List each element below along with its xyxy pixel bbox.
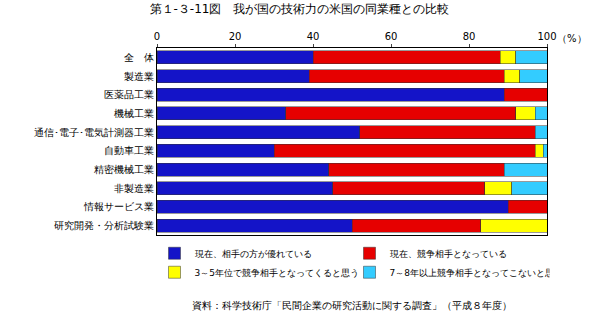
svg-text:第１-３-11図 我が国の技術力の米国の同業種との比較: 第１-３-11図 我が国の技術力の米国の同業種との比較	[150, 2, 450, 16]
svg-text:100: 100	[537, 31, 556, 42]
svg-text:機械工業: 機械工業	[114, 108, 154, 119]
svg-text:情報サービス業: 情報サービス業	[83, 201, 154, 212]
svg-text:（%）: （%）	[557, 33, 587, 44]
svg-text:自動車工業: 自動車工業	[104, 145, 154, 156]
svg-text:精密機械工業: 精密機械工業	[94, 164, 154, 175]
svg-text:通信･電子･電気計測器工業: 通信･電子･電気計測器工業	[34, 127, 154, 138]
svg-text:研究開発・分析試験業: 研究開発・分析試験業	[54, 220, 154, 231]
svg-text:40: 40	[307, 31, 320, 42]
svg-text:現在、相手の方が優れている: 現在、相手の方が優れている	[195, 249, 312, 259]
svg-text:20: 20	[229, 31, 242, 42]
svg-text:80: 80	[463, 31, 476, 42]
svg-text:60: 60	[385, 31, 398, 42]
svg-text:全 体: 全 体	[124, 52, 154, 63]
svg-text:製造業: 製造業	[124, 71, 154, 82]
svg-text:現在、競争相手となっている: 現在、競争相手となっている	[390, 249, 507, 259]
svg-text:非製造業: 非製造業	[114, 183, 154, 194]
svg-text:3～5年位で競争相手となってくると思う: 3～5年位で競争相手となってくると思う	[195, 268, 359, 278]
svg-text:資料：科学技術庁「民間企業の研究活動に関する調査」（平成８年: 資料：科学技術庁「民間企業の研究活動に関する調査」（平成８年度）	[192, 300, 512, 311]
svg-text:0: 0	[154, 31, 160, 42]
svg-text:医薬品工業: 医薬品工業	[104, 89, 154, 100]
svg-text:7～8年以上競争相手となってこないと思う: 7～8年以上競争相手となってこないと思う	[390, 268, 550, 278]
